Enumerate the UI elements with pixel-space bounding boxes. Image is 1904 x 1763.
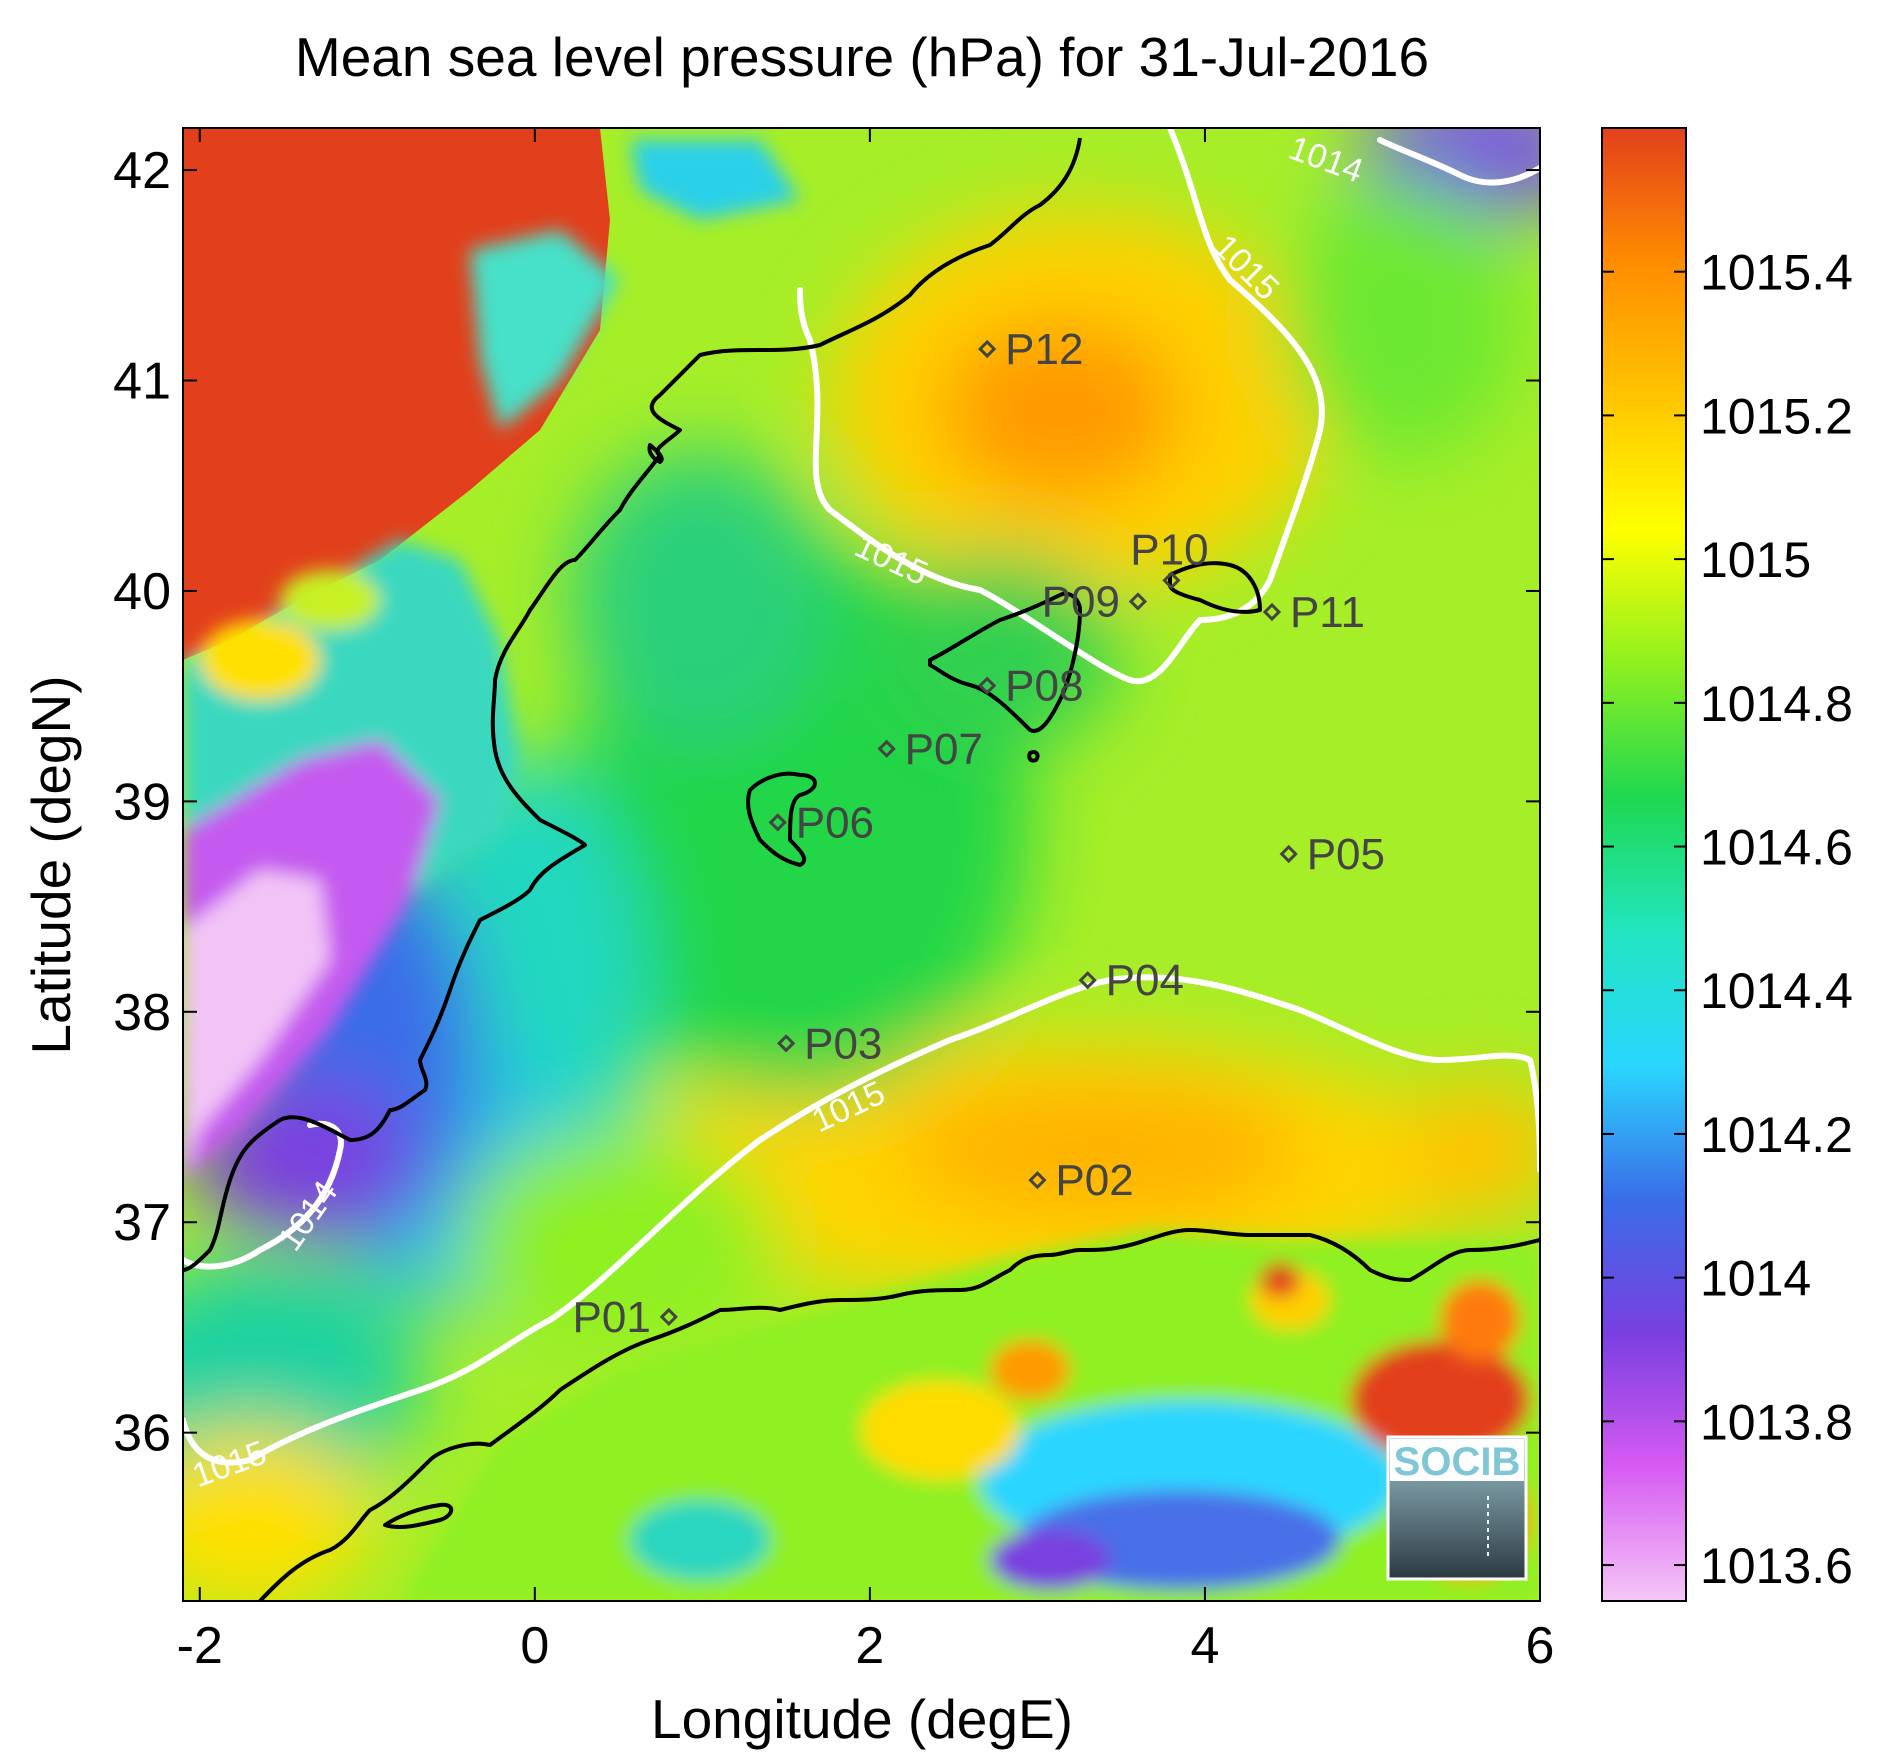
colorbar-tick-label: 1014.8 (1700, 676, 1853, 732)
station-p10: P10 (1130, 525, 1209, 590)
station-marker (1262, 602, 1282, 622)
colorbar-tick-label: 1015.2 (1700, 388, 1853, 444)
land-noise (183, 140, 1540, 1601)
socib-logo: SOCIB (1386, 1435, 1528, 1581)
station-label: P02 (1055, 1156, 1133, 1205)
station-marker (1028, 1171, 1047, 1190)
station-p06: P06 (768, 798, 874, 847)
contour-1014-ne (1377, 137, 1540, 186)
station-label: P01 (573, 1293, 651, 1342)
x-tick-label: 0 (520, 1617, 549, 1675)
colorbar-ticks: 1013.6 1013.8 1014 1014.2 1014.4 1014.6 1014.8… (1602, 245, 1853, 1594)
station-marker (1078, 971, 1097, 990)
colorbar-tick-label: 1014.2 (1700, 1107, 1853, 1163)
station-marker (978, 339, 997, 359)
station-marker (877, 739, 896, 758)
contour-lines (183, 128, 1540, 1466)
coast-menorca (1168, 561, 1262, 614)
pressure-field-smooth (183, 128, 1540, 1601)
station-label: P06 (796, 798, 874, 847)
x-tick-label: 6 (1526, 1617, 1555, 1675)
coast-mallorca (928, 591, 1082, 733)
x-axis: -2 0 2 4 6 (177, 128, 1555, 1675)
y-tick-label: 42 (113, 142, 171, 200)
chart-title: Mean sea level pressure (hPa) for 31-Jul… (295, 26, 1429, 88)
station-label: P04 (1106, 956, 1184, 1005)
station-label: P09 (1042, 577, 1120, 626)
y-axis-label: Latitude (degN) (20, 675, 82, 1054)
colorbar-tick-label: 1014.6 (1700, 820, 1853, 876)
station-marker (1128, 592, 1148, 611)
contour-1015-south (183, 974, 1540, 1466)
colorbar-tick-label: 1015 (1700, 532, 1811, 588)
y-tick-label: 36 (113, 1405, 171, 1463)
x-axis-label: Longitude (degE) (651, 1688, 1073, 1750)
coast-ibiza (746, 771, 817, 867)
station-p09: P09 (1042, 577, 1148, 626)
coastlines (183, 137, 1540, 1601)
station-p02: P02 (1028, 1156, 1134, 1205)
station-marker (776, 1034, 796, 1053)
station-label: P08 (1005, 662, 1083, 711)
station-label: P03 (804, 1019, 882, 1068)
coast-cabrera (1027, 750, 1040, 763)
station-p03: P03 (776, 1019, 882, 1068)
colorbar-tick-label: 1015.4 (1700, 245, 1853, 301)
station-p08: P08 (978, 662, 1083, 711)
station-label: P11 (1290, 588, 1365, 637)
station-marker (978, 676, 997, 695)
station-p05: P05 (1279, 830, 1385, 879)
station-p11: P11 (1262, 588, 1365, 637)
logo-text-background (1390, 1439, 1524, 1481)
station-marker (659, 1307, 678, 1327)
y-tick-label: 38 (113, 984, 171, 1042)
station-p04: P04 (1078, 956, 1184, 1005)
coast-spain (183, 137, 1082, 1272)
y-tick-label: 39 (113, 773, 171, 831)
x-tick-label: -2 (177, 1617, 223, 1675)
station-label: P05 (1307, 830, 1385, 879)
station-label: P12 (1005, 325, 1083, 374)
y-tick-label: 40 (113, 563, 171, 621)
colorbar-tick-label: 1014.4 (1700, 963, 1853, 1019)
station-label: P07 (905, 725, 983, 774)
station-p12: P12 (978, 325, 1083, 374)
station-p01: P01 (573, 1293, 678, 1342)
colorbar-tick-label: 1013.6 (1700, 1538, 1853, 1594)
colorbar-tick-label: 1014 (1700, 1251, 1811, 1307)
coast-alboran (383, 1502, 454, 1530)
y-tick-label: 41 (113, 353, 171, 411)
station-p07: P07 (877, 725, 983, 774)
station-marker (1162, 571, 1181, 590)
x-tick-label: 4 (1190, 1617, 1219, 1675)
station-marker (768, 813, 787, 832)
logo-text: SOCIB (1394, 1440, 1521, 1484)
station-marker (1279, 844, 1298, 864)
y-tick-label: 37 (113, 1194, 171, 1252)
station-label: P10 (1130, 525, 1208, 574)
colorbar-tick-label: 1013.8 (1700, 1394, 1853, 1450)
coast-africa (258, 1228, 1540, 1601)
coast-ebro-delta (647, 443, 664, 464)
contour-1015-north (797, 128, 1325, 685)
x-tick-label: 2 (855, 1617, 884, 1675)
colorbar (1601, 127, 1687, 1602)
plot-frame (182, 127, 1541, 1602)
y-axis: 36 37 38 39 40 41 42 (113, 142, 1540, 1463)
